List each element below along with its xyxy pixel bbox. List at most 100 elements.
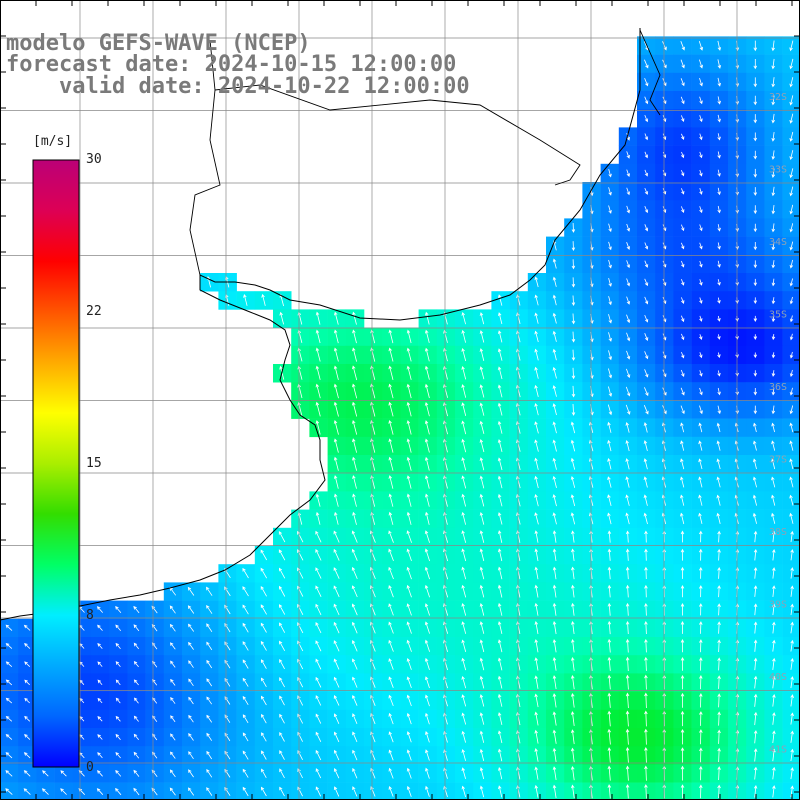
wind-arrow (315, 676, 322, 688)
wind-arrow (133, 697, 139, 704)
wind-arrow (698, 548, 703, 561)
wind-arrow (717, 711, 721, 726)
wind-arrow (497, 639, 503, 653)
wind-arrow (406, 767, 412, 779)
wind-arrow (716, 422, 721, 433)
wind-arrow (425, 731, 430, 743)
wind-arrow (534, 748, 539, 762)
title-line-2: forecast date: 2024-10-15 12:00:00 (6, 52, 457, 77)
wind-arrow (333, 603, 340, 616)
wind-arrow (699, 260, 703, 268)
wind-arrow (644, 692, 648, 709)
wind-arrow (206, 768, 213, 778)
wind-arrow (680, 747, 685, 763)
wind-arrow (552, 330, 557, 342)
wind-arrow (717, 40, 722, 51)
wind-arrow (242, 732, 249, 742)
wind-arrow (771, 405, 776, 415)
wind-arrow (698, 621, 703, 634)
wind-arrow (352, 383, 358, 399)
wind-arrow (406, 347, 412, 362)
wind-arrow (260, 585, 267, 597)
wind-arrow (97, 624, 103, 631)
wind-arrow (315, 567, 322, 579)
wind-arrow (534, 566, 539, 580)
wind-arrow (315, 731, 322, 742)
wind-arrow (644, 656, 648, 671)
wind-arrow (24, 734, 31, 740)
wind-arrow (717, 169, 721, 177)
wind-arrow (570, 729, 575, 745)
wind-arrow (626, 260, 630, 269)
wind-arrow (461, 748, 466, 761)
wind-arrow (388, 401, 394, 417)
wind-arrow (534, 402, 539, 416)
wind-arrow (315, 383, 321, 399)
wind-arrow (699, 729, 703, 745)
wind-arrow (698, 566, 703, 579)
wind-arrow (115, 624, 122, 631)
wind-arrow (133, 751, 140, 759)
wind-arrow (644, 206, 649, 214)
wind-arrow (607, 674, 612, 690)
wind-arrow (461, 347, 467, 362)
wind-arrow (699, 169, 703, 177)
wind-arrow (790, 730, 794, 743)
lat-label: 40S (769, 672, 787, 683)
wind-arrow (206, 586, 213, 596)
wind-arrow (497, 493, 503, 507)
wind-arrow (589, 439, 594, 452)
wind-arrow (625, 386, 631, 397)
wind-arrow (552, 729, 557, 744)
wind-arrow (681, 224, 685, 232)
wind-arrow (753, 168, 758, 178)
wind-arrow (352, 694, 358, 706)
wind-arrow (170, 678, 176, 686)
wind-arrow (608, 332, 612, 342)
wind-arrow (406, 530, 412, 543)
wind-arrow (425, 329, 430, 343)
wind-arrow (753, 59, 758, 70)
wind-arrow (333, 695, 340, 706)
wind-arrow (789, 40, 794, 52)
wind-arrow (771, 370, 776, 377)
wind-arrow (717, 77, 721, 87)
wind-arrow (771, 95, 776, 106)
wind-arrow (260, 622, 267, 633)
wind-arrow (644, 314, 649, 323)
wind-arrow (625, 765, 630, 781)
wind-arrow (698, 440, 703, 451)
wind-arrow (552, 711, 557, 726)
wind-arrow (315, 585, 322, 597)
wind-arrow (188, 623, 195, 632)
wind-arrow (279, 567, 286, 579)
wind-arrow (169, 769, 176, 778)
wind-arrow (753, 567, 758, 579)
wind-arrow (698, 530, 703, 543)
wind-arrow (552, 584, 557, 598)
wind-arrow (97, 752, 103, 759)
lat-label: 33S (769, 165, 787, 176)
wind-arrow (717, 205, 721, 214)
wind-arrow (643, 494, 648, 506)
wind-arrow (626, 278, 631, 287)
wind-arrow (388, 767, 394, 779)
wind-arrow (388, 329, 394, 344)
wind-arrow (716, 440, 721, 451)
wind-arrow (570, 457, 576, 470)
colorbar-tick-15: 15 (86, 456, 102, 471)
wind-arrow (717, 675, 721, 689)
wind-arrow (388, 712, 394, 725)
wind-arrow (680, 422, 685, 433)
wind-arrow (571, 367, 576, 380)
wind-arrow (771, 186, 776, 197)
wind-arrow (644, 59, 649, 69)
wind-arrow (552, 457, 557, 470)
wind-arrow (717, 639, 721, 653)
wind-arrow (461, 639, 467, 653)
wind-arrow (644, 296, 649, 305)
wind-arrow (497, 512, 503, 525)
wind-arrow (406, 475, 412, 489)
